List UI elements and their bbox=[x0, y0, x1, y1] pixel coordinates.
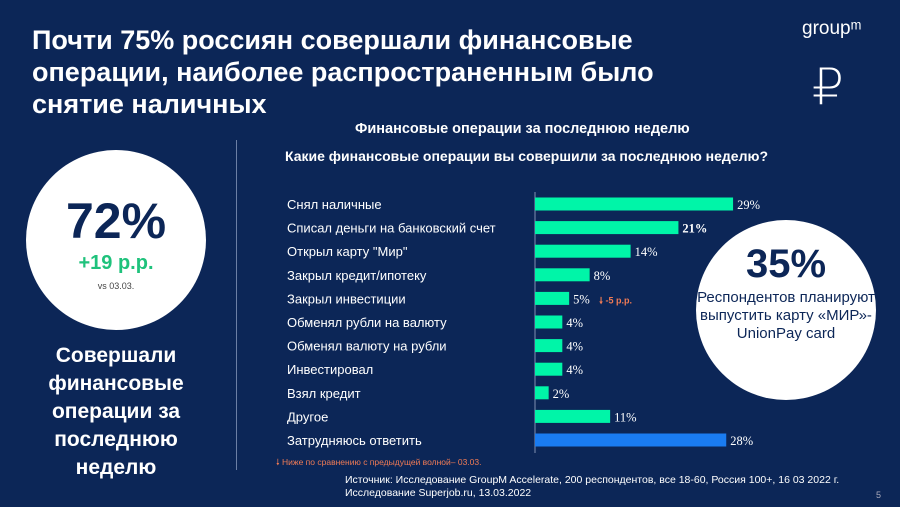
category-label: Инвестировал bbox=[287, 362, 373, 377]
page-number: 5 bbox=[876, 490, 882, 500]
note-text: Ниже по сравнению с предыдущей волной– 0… bbox=[282, 457, 482, 467]
category-label: Затрудняюсь ответить bbox=[287, 433, 422, 448]
category-label: Взял кредит bbox=[287, 386, 361, 401]
groupm-logo: groupᵐ bbox=[802, 18, 862, 39]
category-label: Закрыл кредит/ипотеку bbox=[287, 268, 427, 283]
bar bbox=[535, 197, 734, 211]
data-label: 4% bbox=[566, 316, 583, 330]
category-label: Снял наличные bbox=[287, 197, 382, 212]
left-stat-change: +19 p.p. bbox=[78, 252, 154, 274]
data-label: 8% bbox=[594, 269, 611, 283]
divider bbox=[236, 140, 237, 470]
bar bbox=[535, 221, 679, 235]
data-label: 21% bbox=[682, 222, 707, 236]
left-stat-description: Совершали финансовые операции за последн… bbox=[48, 344, 184, 479]
bar bbox=[535, 268, 590, 282]
category-label: Обменял валюту на рубли bbox=[287, 339, 447, 354]
data-label: 4% bbox=[566, 363, 583, 377]
change-annotation: 🠗 -5 p.p. bbox=[599, 295, 632, 305]
slide-title: Почти 75% россиян совершали финансовые о… bbox=[32, 25, 654, 119]
data-label: 2% bbox=[553, 387, 570, 401]
data-label: 28% bbox=[730, 434, 753, 448]
bar bbox=[535, 433, 727, 447]
left-stat-circle: 72% +19 p.p. vs 03.03. bbox=[26, 150, 206, 330]
left-stat-vs: vs 03.03. bbox=[97, 281, 135, 291]
down-arrow-icon: 🠗 bbox=[276, 457, 283, 467]
right-stat-description: Респондентов планируют выпустить карту «… bbox=[697, 289, 875, 342]
bar bbox=[535, 362, 563, 376]
bar bbox=[535, 386, 549, 400]
source-line: Источник: Исследование GroupM Accelerate… bbox=[345, 474, 840, 486]
category-label: Другое bbox=[287, 409, 328, 424]
legend-note: 🠗 Ниже по сравнению с предыдущей волной–… bbox=[276, 457, 482, 471]
ruble-icon: ₽ bbox=[812, 58, 844, 116]
data-label: 11% bbox=[614, 410, 636, 424]
data-label: 29% bbox=[737, 198, 760, 212]
bar bbox=[535, 339, 563, 353]
bar bbox=[535, 244, 631, 258]
source: Источник: Исследование GroupM Accelerate… bbox=[345, 474, 839, 500]
bar bbox=[535, 409, 611, 423]
category-label: Закрыл инвестиции bbox=[287, 291, 406, 306]
right-stat-circle: 35% Респондентов планируют выпустить кар… bbox=[696, 220, 876, 400]
left-stat-value: 72% bbox=[65, 193, 167, 249]
category-label: Обменял рубли на валюту bbox=[287, 315, 447, 330]
data-label: 5% bbox=[573, 292, 590, 306]
category-label: Открыл карту "Мир" bbox=[287, 244, 408, 259]
data-label: 14% bbox=[635, 245, 658, 259]
source-line: Исследование Superjob.ru, 13.03.2022 bbox=[345, 487, 532, 499]
bar bbox=[535, 291, 570, 305]
category-label: Списал деньги на банковский счет bbox=[287, 221, 496, 236]
right-stat-value: 35% bbox=[745, 242, 827, 286]
data-label: 4% bbox=[566, 340, 583, 354]
bar bbox=[535, 315, 563, 329]
chart-subtitle: Финансовые операции за последнюю неделю bbox=[355, 121, 690, 137]
chart-question: Какие финансовые операции вы совершили з… bbox=[285, 148, 768, 164]
